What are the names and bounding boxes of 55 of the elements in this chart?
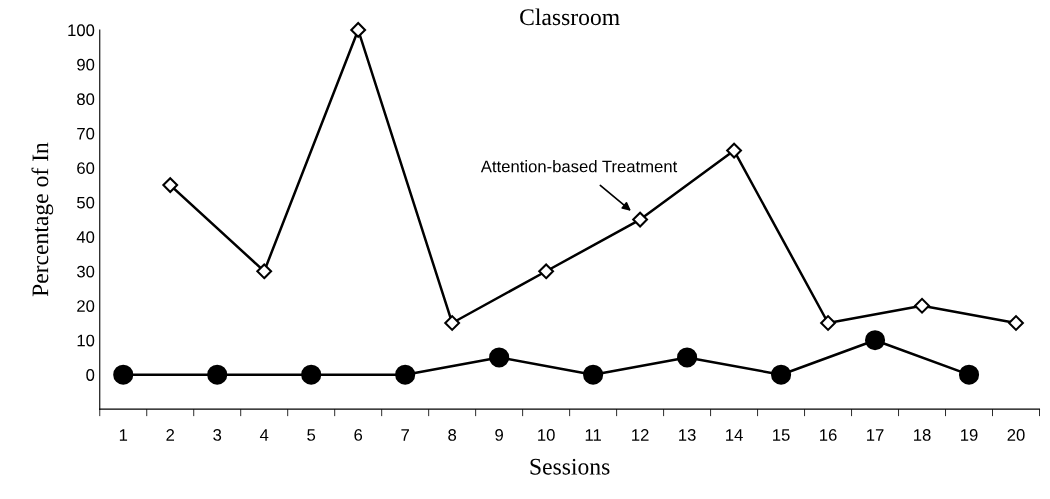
point: [444, 315, 461, 331]
point: [1008, 315, 1024, 331]
x-tick-label: 11: [585, 429, 601, 441]
y-axis-title: Percentage of In: [31, 142, 54, 297]
point: [958, 364, 980, 385]
point: [350, 22, 367, 38]
point: [395, 364, 416, 385]
point: [677, 347, 698, 368]
x-tick-label: 9: [495, 429, 503, 441]
x-tick-label: 19: [961, 429, 978, 441]
y-tick-label: 90: [77, 58, 95, 71]
point: [256, 263, 273, 280]
x-tick-label: 7: [401, 429, 409, 441]
x-tick-label: 8: [448, 429, 457, 441]
point: [726, 142, 742, 159]
point: [583, 364, 604, 385]
y-tick-label: 60: [77, 162, 95, 175]
y-tick-label: 100: [68, 24, 95, 37]
y-tick-label: 70: [77, 127, 95, 140]
x-tick-label: 17: [867, 429, 884, 441]
y-tick-label: 40: [76, 231, 95, 243]
point: [914, 297, 930, 314]
annotation: Attention-based Treatment: [480, 160, 678, 173]
point: [489, 347, 510, 368]
point: [820, 315, 836, 331]
y-tick-label: 20: [77, 300, 95, 312]
x-tick-label: 6: [354, 429, 363, 441]
x-tick-label: 20: [1007, 429, 1025, 441]
point: [771, 364, 792, 385]
x-tick-label: 10: [538, 429, 555, 441]
x-tick-label: 16: [820, 429, 837, 441]
x-tick-label: 2: [166, 429, 175, 441]
y-tick-label: 10: [77, 334, 95, 347]
x-tick-label: 15: [773, 429, 790, 441]
x-tick-label: 18: [914, 429, 931, 441]
point: [162, 177, 179, 193]
y-tick-label: 0: [86, 369, 95, 381]
x-tick-label: 1: [119, 429, 128, 441]
y-tick-label: 80: [77, 93, 95, 106]
x-tick-label: 12: [632, 429, 649, 441]
x-tick-label: 5: [307, 429, 316, 441]
y-tick-label: 50: [77, 196, 95, 209]
x-tick-label: 13: [679, 429, 696, 441]
point: [632, 211, 649, 228]
point: [301, 364, 322, 385]
point: [207, 364, 228, 385]
chart-title: Classroom: [520, 8, 620, 26]
point: [538, 263, 555, 280]
point: [113, 364, 134, 385]
x-tick-label: 3: [213, 429, 222, 441]
x-tick-label: 14: [726, 429, 743, 441]
x-tick-label: 4: [259, 429, 269, 441]
y-tick-label: 30: [76, 265, 95, 278]
point: [864, 330, 886, 351]
x-axis-title: Sessions: [530, 458, 610, 475]
